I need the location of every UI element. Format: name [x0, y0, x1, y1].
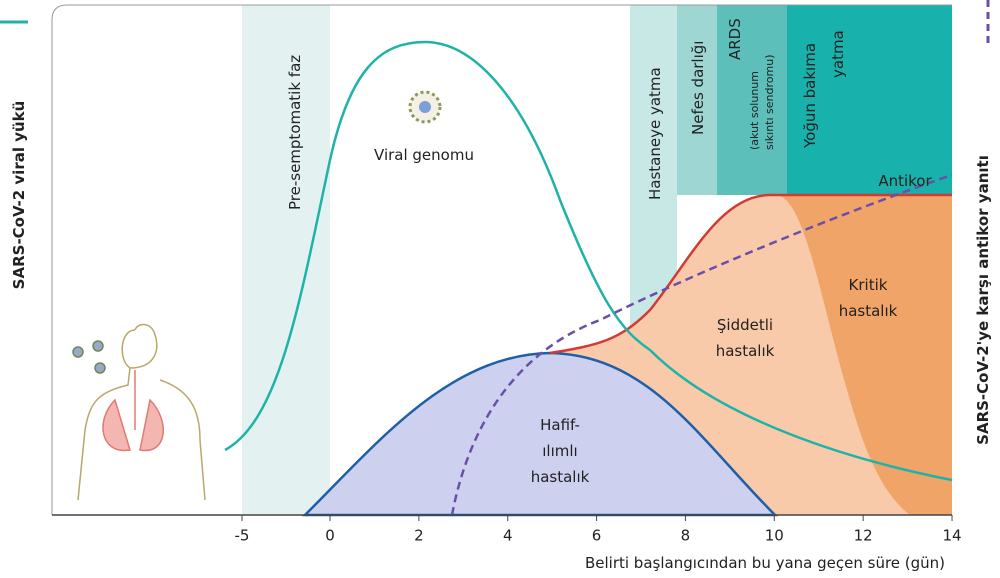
antibody-label: Antikor — [878, 172, 932, 190]
x-tick-label: 2 — [414, 527, 424, 545]
critical-label: Kritik — [849, 276, 888, 294]
small-viruses — [72, 340, 106, 374]
x-tick-label: 10 — [765, 527, 784, 545]
x-axis-label: Belirti başlangıcından bu yana geçen sür… — [585, 554, 945, 572]
mild-label: Hafif- — [540, 416, 580, 434]
phase-label: Yoğun bakıma — [801, 43, 819, 149]
x-tick-label: 14 — [942, 527, 961, 545]
severe-line — [549, 193, 952, 355]
frame — [51, 4, 952, 515]
x-tick-label: 6 — [592, 527, 602, 545]
mild-label: ılımlı — [542, 442, 577, 460]
phase-label: yatma — [829, 30, 847, 78]
phase-label: sıkıntı sendromu) — [763, 55, 776, 151]
viral-label: Viral genomu — [374, 146, 474, 164]
ards-band — [717, 5, 787, 195]
x-tick-label: 4 — [503, 527, 513, 545]
antibody-curve — [450, 173, 953, 516]
mild-label: hastalık — [531, 468, 590, 486]
phase-label: ARDS — [726, 18, 744, 60]
critical-area — [775, 195, 952, 515]
presymptomatic-band — [242, 5, 330, 515]
x-tick-label: -5 — [235, 527, 250, 545]
phase-label: (akut solunum — [748, 71, 761, 150]
breath-band — [677, 5, 717, 195]
phase-label: Hastaneye yatma — [646, 67, 664, 200]
phase-label: Pre-semptomatik faz — [286, 55, 304, 210]
critical-label: hastalık — [839, 302, 898, 320]
virus-icon — [408, 90, 442, 124]
viral-load-curve — [224, 40, 953, 482]
y-axis-label: SARS-CoV-2 viral yükü — [10, 101, 28, 290]
x-tick-label: 12 — [854, 527, 873, 545]
phase-label: Nefes darlığı — [689, 41, 707, 135]
severe-label: Şiddetli — [717, 316, 773, 334]
x-tick-label: 0 — [325, 527, 335, 545]
y2-axis-label: SARS-CoV-2'ye karşı antikor yanıtı — [974, 155, 992, 445]
icu-band — [787, 5, 952, 195]
x-tick-label: 8 — [681, 527, 691, 545]
severe-label: hastalık — [716, 342, 775, 360]
human-icon — [77, 323, 206, 501]
